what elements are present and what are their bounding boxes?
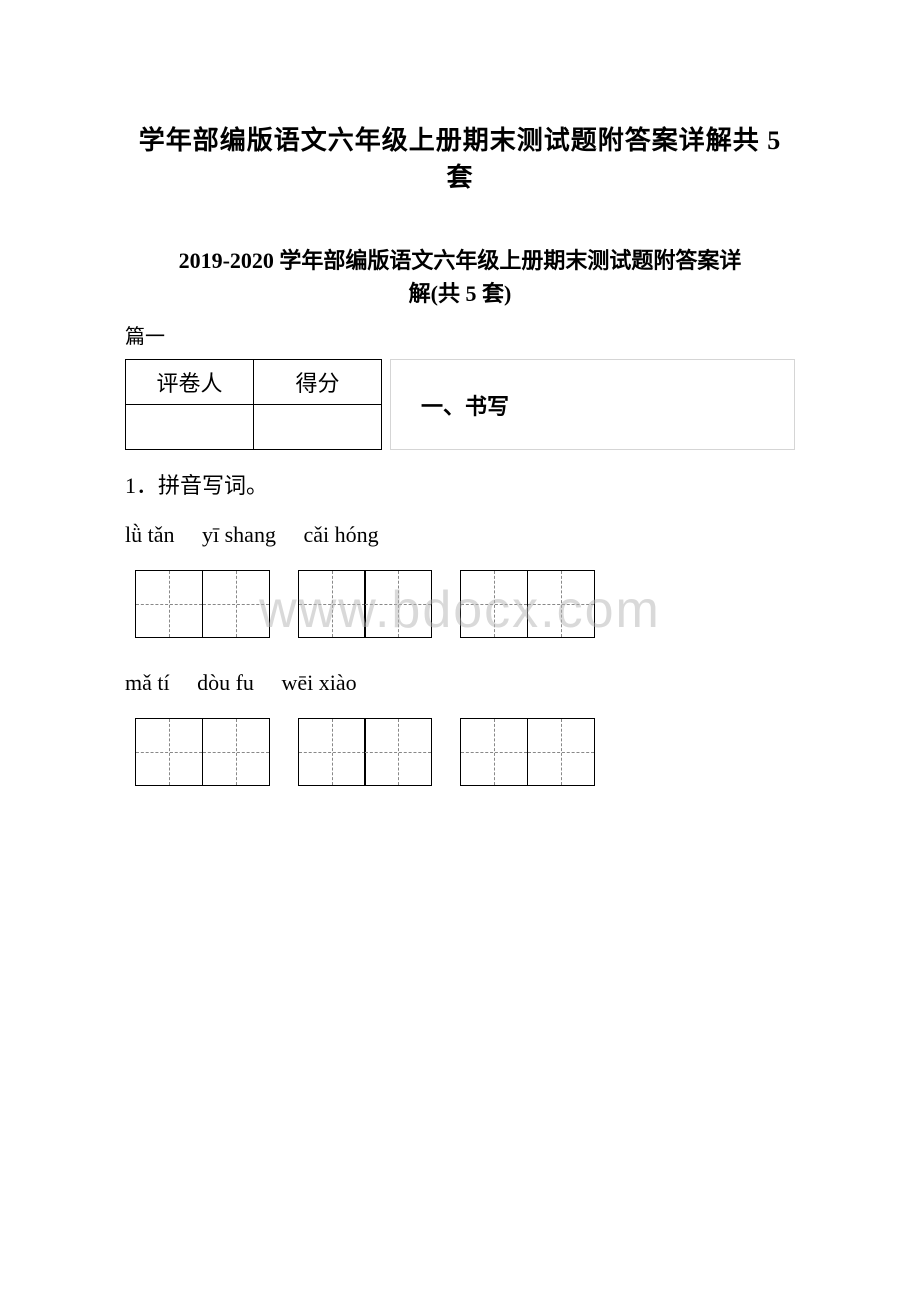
char-box[interactable]: [460, 570, 528, 638]
char-box[interactable]: [298, 718, 366, 786]
char-box[interactable]: [364, 570, 432, 638]
pinyin-item: mǎ tí: [125, 670, 170, 695]
section-name-box: 一、书写: [390, 359, 795, 450]
table-row: [126, 405, 382, 450]
char-box-group: [135, 718, 270, 786]
pinyin-item: yī shang: [202, 522, 276, 547]
score-row: 评卷人 得分 一、书写: [125, 359, 795, 450]
char-box[interactable]: [364, 718, 432, 786]
pinyin-row-2: mǎ tí dòu fu wēi xiào: [125, 670, 795, 696]
char-box[interactable]: [298, 570, 366, 638]
char-box[interactable]: [135, 718, 203, 786]
score-table: 评卷人 得分: [125, 359, 382, 450]
char-box[interactable]: [202, 570, 270, 638]
pinyin-item: cǎi hóng: [303, 522, 378, 547]
score-header-score: 得分: [254, 360, 382, 405]
char-box[interactable]: [460, 718, 528, 786]
char-box-group: [460, 570, 595, 638]
char-box[interactable]: [202, 718, 270, 786]
pinyin-item: lǜ tǎn: [125, 522, 175, 547]
char-box-group: [298, 570, 433, 638]
sub-title: 2019-2020 学年部编版语文六年级上册期末测试题附答案详 解(共 5 套): [125, 244, 795, 310]
pinyin-item: dòu fu: [197, 670, 254, 695]
main-title: 学年部编版语文六年级上册期末测试题附答案详解共 5 套: [125, 120, 795, 194]
sub-title-line2: 解(共 5 套): [409, 281, 512, 306]
pinyin-row-1: lǜ tǎn yī shang cǎi hóng: [125, 522, 795, 548]
char-boxes-row-2: [125, 718, 795, 786]
char-box[interactable]: [527, 570, 595, 638]
score-cell-score: [254, 405, 382, 450]
char-box[interactable]: [135, 570, 203, 638]
pinyin-item: wēi xiào: [281, 670, 356, 695]
char-box-group: [135, 570, 270, 638]
sub-title-line1: 2019-2020 学年部编版语文六年级上册期末测试题附答案详: [179, 248, 742, 273]
question-text: 1．拼音写词。: [125, 468, 795, 500]
char-box-group: [460, 718, 595, 786]
char-box-group: [298, 718, 433, 786]
char-boxes-row-1: [125, 570, 795, 638]
section-name: 一、书写: [421, 389, 509, 421]
score-header-reviewer: 评卷人: [126, 360, 254, 405]
score-cell-reviewer: [126, 405, 254, 450]
char-box[interactable]: [527, 718, 595, 786]
section-label: 篇一: [125, 320, 795, 349]
table-row: 评卷人 得分: [126, 360, 382, 405]
